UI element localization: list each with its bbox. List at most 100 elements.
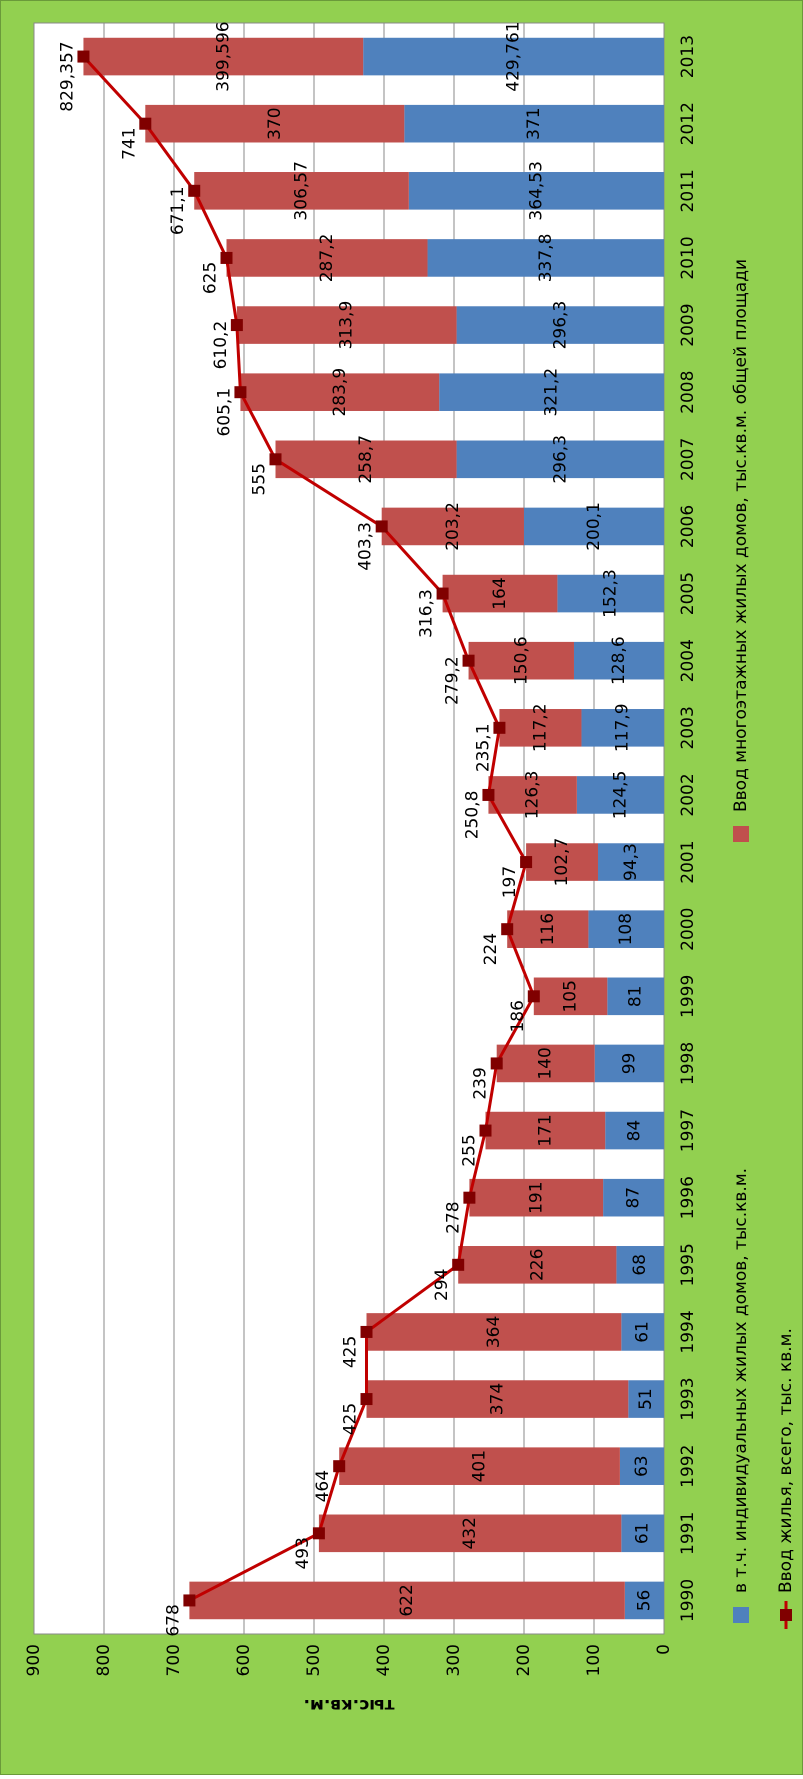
data-label: 81 — [626, 985, 646, 1007]
data-label: 63 — [632, 1455, 652, 1477]
x-tick-label: 2012 — [678, 102, 698, 145]
x-tick-label: 2009 — [678, 303, 698, 346]
bar — [507, 910, 589, 948]
data-label: 625 — [201, 262, 221, 294]
bar — [189, 1581, 625, 1620]
x-tick-label: 2013 — [678, 35, 698, 78]
bar — [456, 306, 664, 344]
data-label: 116 — [538, 913, 558, 945]
bar — [499, 709, 582, 747]
data-label: 108 — [616, 913, 636, 945]
data-label: 84 — [625, 1120, 645, 1142]
bar — [366, 1313, 622, 1351]
data-label: 671,1 — [168, 186, 188, 235]
data-label: 117,9 — [613, 703, 633, 752]
data-label: 403,3 — [356, 522, 376, 571]
data-label: 200,1 — [584, 502, 604, 551]
line-marker — [501, 923, 514, 936]
x-tick-label: 2008 — [678, 371, 698, 414]
y-tick-label: 800 — [94, 1644, 114, 1676]
legend-label: Ввод многоэтажных жилых домов, тыс.кв.м.… — [731, 259, 751, 812]
line-marker — [188, 184, 201, 197]
data-label: 239 — [471, 1067, 491, 1099]
line-marker — [436, 587, 449, 600]
data-label: 117,2 — [530, 703, 550, 752]
data-label: 250,8 — [462, 791, 482, 840]
x-tick-label: 1994 — [678, 1310, 698, 1353]
data-label: 56 — [634, 1590, 654, 1612]
line-marker — [490, 1057, 503, 1070]
bar — [581, 709, 664, 747]
line-marker — [234, 386, 247, 399]
data-label: 152,3 — [601, 569, 621, 618]
bar — [427, 239, 665, 277]
x-tick-label: 1990 — [678, 1579, 698, 1622]
data-label: 296,3 — [550, 301, 570, 350]
data-label: 741 — [119, 127, 139, 159]
line-marker — [452, 1258, 465, 1271]
y-tick-label: 600 — [234, 1644, 254, 1676]
x-tick-label: 1992 — [678, 1445, 698, 1488]
data-label: 287,2 — [317, 234, 337, 283]
bar — [603, 1178, 664, 1217]
data-label: 605,1 — [214, 388, 234, 437]
y-tick-label: 200 — [514, 1644, 534, 1676]
bar — [576, 776, 664, 814]
data-label: 622 — [397, 1584, 417, 1616]
data-label: 370 — [265, 107, 285, 139]
data-label: 102,7 — [552, 838, 572, 887]
bar — [605, 1111, 665, 1150]
y-tick-label: 500 — [304, 1644, 324, 1676]
data-label: 371 — [524, 107, 544, 139]
data-label: 197 — [500, 866, 520, 898]
y-tick-label: 300 — [444, 1644, 464, 1676]
bar — [597, 843, 664, 881]
data-label: 124,5 — [610, 771, 630, 820]
bar — [496, 1044, 595, 1083]
data-label: 226 — [527, 1249, 547, 1281]
y-axis-title: тыс.кв.м. — [304, 1695, 395, 1715]
bar — [318, 1514, 622, 1553]
bar — [408, 172, 665, 210]
data-label: 678 — [163, 1604, 183, 1636]
legend-swatch — [733, 826, 749, 842]
data-label: 306,57 — [292, 161, 312, 220]
bar — [439, 373, 664, 411]
data-label: 283,9 — [330, 368, 350, 417]
data-label: 432 — [460, 1517, 480, 1549]
bar — [485, 1111, 606, 1150]
x-tick-label: 2003 — [678, 706, 698, 749]
data-label: 51 — [636, 1388, 656, 1410]
x-tick-label: 2007 — [678, 438, 698, 481]
data-label: 337,8 — [536, 234, 556, 283]
y-tick-label: 100 — [584, 1644, 604, 1676]
data-label: 464 — [313, 1470, 333, 1502]
data-label: 555 — [250, 463, 270, 495]
bar — [275, 440, 457, 479]
legend-label: в т.ч. индивидуальных жилых домов, тыс.к… — [731, 1168, 751, 1593]
bar — [533, 977, 608, 1016]
data-label: 140 — [536, 1047, 556, 1079]
data-label: 374 — [487, 1383, 507, 1415]
data-label: 150,6 — [511, 636, 531, 685]
line-marker — [479, 1124, 492, 1137]
x-tick-label: 2001 — [678, 840, 698, 883]
line — [82, 55, 536, 1602]
data-label: 61 — [633, 1321, 653, 1343]
bar — [469, 1178, 604, 1217]
bar — [83, 37, 364, 76]
bar — [458, 1246, 617, 1284]
line-marker — [312, 1527, 325, 1540]
line-marker — [463, 1191, 476, 1204]
data-label: 829,357 — [57, 41, 77, 111]
line-marker — [375, 520, 388, 533]
data-label: 126,3 — [523, 771, 543, 820]
data-label: 321,2 — [542, 368, 562, 417]
data-label: 279,2 — [443, 656, 463, 705]
chart-body: 0 100 200 300 400 500 600 700 800 900 тыс.кв.м. 199… — [24, 21, 796, 1715]
data-label: 94,3 — [621, 843, 641, 881]
bar — [442, 574, 558, 613]
bar — [488, 776, 577, 814]
legend-label: Ввод жилья, всего, тыс. кв.м. — [776, 1328, 796, 1593]
